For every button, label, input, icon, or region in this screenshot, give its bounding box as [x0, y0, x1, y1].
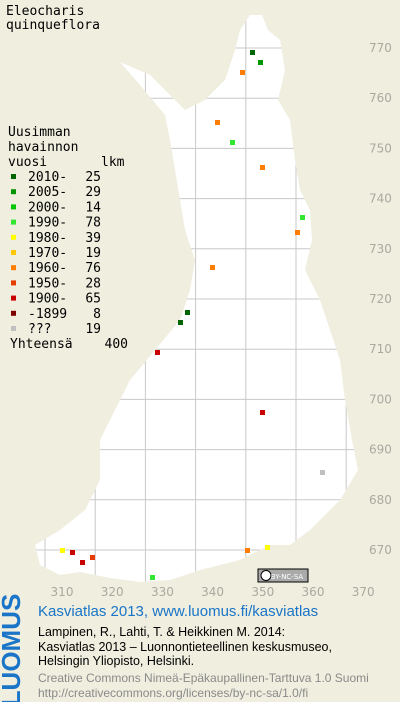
legend-label: 1980-: [28, 231, 67, 246]
x-label: 310: [51, 585, 74, 599]
obs: [240, 70, 245, 75]
x-label: 370: [352, 585, 375, 599]
legend-label: 2005-: [28, 185, 67, 200]
obs: [300, 215, 305, 220]
legend-count: 8: [93, 307, 101, 322]
legend-count: 25: [85, 170, 101, 185]
legend-count: 19: [85, 322, 101, 337]
legend-label: 1970-: [28, 246, 67, 261]
obs: [215, 120, 220, 125]
y-label: 740: [369, 192, 392, 206]
obs: [258, 60, 263, 65]
license: http://creativecommons.org/licenses/by-n…: [38, 686, 308, 700]
legend-total-label: Yhteensä: [10, 337, 73, 352]
legend-swatch: [11, 219, 16, 225]
legend-swatch: [11, 265, 16, 271]
y-label: 690: [369, 443, 392, 457]
legend-swatch: [11, 295, 16, 301]
legend-label: 1960-: [28, 261, 67, 276]
obs: [265, 545, 270, 550]
citation: Kasviatlas 2013 – Luonnontieteellinen ke…: [38, 640, 332, 654]
legend-count: 14: [85, 200, 101, 215]
y-label: 770: [369, 41, 392, 55]
badge-icon: [260, 570, 272, 581]
legend: 2010- 25 2005- 29 2000- 14 1990- 78 1980- 39 1970-…: [11, 170, 101, 337]
legend-swatch: [11, 234, 16, 240]
legend-label: ???: [28, 322, 51, 337]
obs: [260, 165, 265, 170]
x-label: 340: [201, 585, 224, 599]
legend-swatch: [11, 250, 16, 255]
x-label: 350: [251, 585, 274, 599]
legend-label: 2000-: [28, 200, 67, 215]
legend-swatch: [11, 326, 16, 331]
legend-label: 1990-: [28, 216, 67, 231]
obs: [245, 548, 250, 553]
y-label: 700: [369, 392, 392, 406]
cc-badge: BY-NC-SA: [257, 568, 309, 583]
logo: LUOMUS: [0, 594, 26, 702]
legend-count: 19: [85, 246, 101, 261]
x-label: 360: [302, 585, 325, 599]
obs: [70, 550, 75, 555]
obs: [178, 320, 183, 325]
obs: [90, 555, 95, 560]
x-label: 320: [101, 585, 124, 599]
obs: [295, 230, 300, 235]
legend-count: 29: [85, 185, 101, 200]
obs: [185, 310, 190, 315]
obs: [230, 140, 235, 145]
y-label: 760: [369, 91, 392, 105]
obs: [60, 548, 65, 553]
legend-swatch: [11, 189, 16, 195]
license: Creative Commons Nimeä-Epäkaupallinen-Ta…: [38, 671, 369, 685]
obs: [210, 265, 215, 270]
obs: [250, 50, 255, 55]
legend-label: 1900-: [28, 292, 67, 307]
title: Eleocharis: [6, 4, 84, 19]
y-label: 680: [369, 493, 392, 507]
obs: [155, 350, 160, 355]
legend-column: vuosi: [8, 155, 47, 170]
legend-heading: havainnon: [8, 140, 78, 155]
legend-swatch: [11, 310, 16, 316]
legend-count: 39: [85, 231, 101, 246]
legend-label: 1950-: [28, 276, 67, 291]
y-label: 710: [369, 342, 392, 356]
observations: [60, 50, 325, 580]
legend-swatch: [11, 204, 16, 210]
legend-label: -1899: [28, 307, 67, 322]
y-label: 670: [369, 543, 392, 557]
citation: Lampinen, R., Lahti, T. & Heikkinen M. 2…: [38, 625, 285, 639]
citation: Helsingin Yliopisto, Helsinki.: [38, 654, 194, 668]
badge-text: BY-NC-SA: [271, 573, 304, 581]
obs: [80, 560, 85, 565]
footer-link: Kasviatlas 2013, www.luomus.fi/kasviatla…: [38, 603, 318, 620]
y-label: 750: [369, 141, 392, 155]
y-label: 720: [369, 292, 392, 306]
legend-swatch: [11, 280, 16, 286]
obs: [150, 575, 155, 580]
title: quinqueflora: [6, 18, 100, 33]
legend-label: 2010-: [28, 170, 67, 185]
obs: [260, 410, 265, 415]
x-label: 330: [151, 585, 174, 599]
legend-heading: Uusimman: [8, 125, 71, 140]
legend-count: 65: [85, 292, 101, 307]
legend-total: 400: [105, 337, 128, 352]
obs: [320, 470, 325, 475]
legend-column: lkm: [101, 155, 125, 170]
y-label: 730: [369, 242, 392, 256]
legend-count: 28: [85, 276, 101, 291]
legend-count: 78: [85, 216, 101, 231]
legend-swatch: [11, 174, 16, 179]
legend-count: 76: [85, 261, 101, 276]
badge-box: [257, 568, 309, 583]
